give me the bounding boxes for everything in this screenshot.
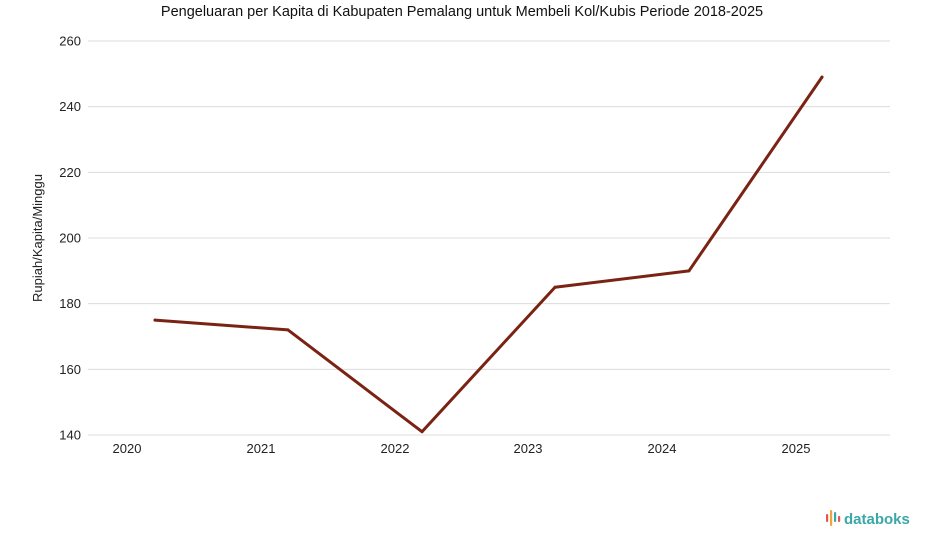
x-tick-label: 2025 <box>782 441 811 456</box>
data-point-2021 <box>286 328 290 332</box>
data-point-2022 <box>420 430 424 434</box>
brand-name: databoks <box>844 511 910 528</box>
chart-title: Pengeluaran per Kapita di Kabupaten Pema… <box>161 4 763 20</box>
series-line <box>153 75 824 434</box>
series-layer <box>153 75 824 434</box>
data-point-2023 <box>553 285 557 289</box>
y-tick-label: 180 <box>59 296 81 311</box>
y-axis-label: Rupiah/Kapita/Minggu <box>30 174 45 302</box>
y-axis-ticks: 140 160 180 200 220 240 260 <box>59 34 81 443</box>
x-tick-label: 2022 <box>381 441 410 456</box>
y-tick-label: 220 <box>59 165 81 180</box>
x-axis-ticks: 2020 2021 2022 2023 2024 2025 <box>113 441 811 456</box>
y-tick-label: 260 <box>59 34 81 49</box>
databoks-logo-icon <box>826 510 841 526</box>
logo-bar <box>834 512 837 522</box>
y-tick-label: 200 <box>59 231 81 246</box>
y-tick-label: 240 <box>59 99 81 114</box>
logo-bar <box>838 516 841 522</box>
data-point-2020 <box>153 318 157 322</box>
x-tick-label: 2021 <box>247 441 276 456</box>
x-tick-label: 2023 <box>514 441 543 456</box>
logo-bar <box>826 514 829 522</box>
gridlines <box>88 40 890 436</box>
data-point-2024 <box>687 269 691 273</box>
logo-bar <box>830 510 833 526</box>
x-tick-label: 2020 <box>113 441 142 456</box>
y-tick-label: 140 <box>59 428 81 443</box>
x-tick-label: 2024 <box>648 441 677 456</box>
data-point-2025 <box>820 75 824 79</box>
databoks-logo: databoks <box>826 510 910 528</box>
y-tick-label: 160 <box>59 362 81 377</box>
